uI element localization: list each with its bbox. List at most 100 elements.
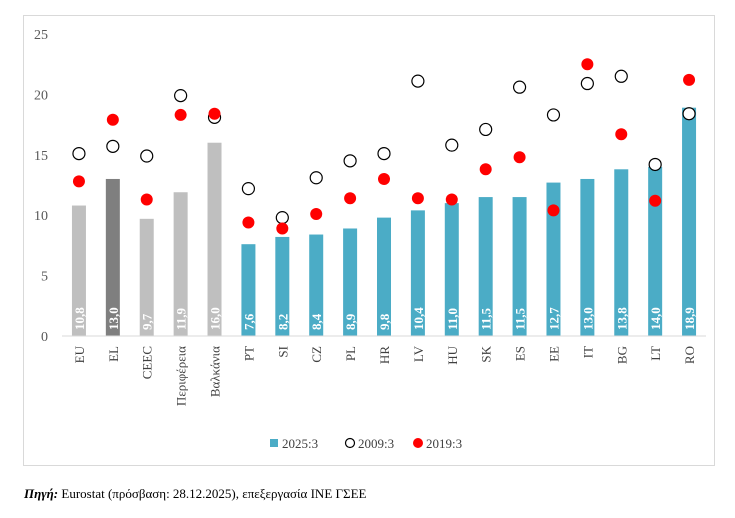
bar-Βαλκάνια (207, 142, 222, 336)
bar-LV (410, 210, 425, 336)
x-axis: EU EL CEEC Περιφέρεια Βαλκάνια PT SI CZ PL HR LV HU… (62, 335, 706, 406)
y-tick-label: 5 (41, 270, 48, 285)
bar-value-label: 11,0 (445, 308, 460, 330)
marker-2009-CZ (309, 171, 323, 185)
marker-2009-EU (72, 146, 86, 161)
marker-2019-ES (513, 151, 526, 164)
y-axis: 0 5 10 15 20 25 (34, 28, 48, 345)
bar-SK (478, 197, 493, 336)
marker-2019-HR (378, 172, 390, 185)
bars-layer: 10,8 13,0 9,7 11,9 16,0 7,6 8,2 8,4 8,9 9,8 10,4 11… (71, 107, 697, 336)
legend-label: 2019:3 (426, 436, 462, 451)
marker-2019-SI (276, 222, 289, 235)
x-tick-label: EE (546, 346, 561, 362)
x-tick-label: PT (241, 346, 256, 361)
marker-2009-IT (580, 76, 594, 91)
marker-2019-PL (344, 192, 357, 205)
bar-PL (343, 228, 358, 336)
marker-2009-RO (682, 107, 696, 121)
source-note: Πηγή: Eurostat (πρόσβαση: 28.12.2025), ε… (24, 486, 366, 502)
legend-swatch-2009 (344, 437, 356, 449)
x-tick-label: CEEC (140, 346, 155, 379)
marker-2009-LV (411, 74, 425, 88)
x-tick-label: SK (479, 345, 494, 362)
marker-2009-LT (648, 157, 662, 172)
bar-value-label: 11,9 (174, 307, 189, 330)
marker-2009-PL (343, 154, 357, 168)
marker-2009-EL (106, 139, 120, 153)
chart-frame (23, 15, 715, 466)
x-tick-label: ES (513, 346, 528, 361)
bar-value-label: 8,2 (275, 314, 290, 330)
x-tick-label: Περιφέρεια (174, 346, 189, 406)
x-tick-label: EL (106, 346, 121, 362)
bar-CEEC (139, 218, 154, 336)
bar-ES (512, 197, 527, 336)
marker-2009-ES (512, 80, 527, 94)
marker-2019-RO (683, 73, 696, 86)
y-tick-label: 0 (41, 330, 48, 345)
bar-PT (241, 244, 256, 336)
marker-2009-BG (614, 69, 628, 83)
marker-2019-LT (649, 194, 662, 207)
marker-2009-SK (479, 122, 493, 137)
bar-RO (682, 107, 697, 336)
legend-swatch-2025 (270, 439, 278, 447)
marker-2019-LV (411, 192, 424, 205)
bar-value-label: 10,8 (72, 307, 87, 330)
marker-2009-SI (275, 211, 289, 225)
marker-2009-CEEC (140, 149, 154, 163)
y-tick-label: 20 (34, 88, 48, 103)
marker-2019-BG (615, 128, 628, 141)
marker-2019-Βαλκάνια (208, 107, 221, 120)
bar-HR (377, 217, 391, 336)
x-tick-label: CZ (309, 346, 324, 363)
bar-value-label: 10,4 (411, 307, 426, 330)
marker-2019-CEEC (140, 193, 153, 206)
bar-value-label: 13,0 (580, 307, 595, 330)
x-tick-label: HR (377, 346, 392, 364)
bar-value-label: 8,9 (343, 313, 358, 330)
x-tick-label: EU (72, 345, 87, 363)
bar-IT (580, 178, 595, 336)
bar-value-label: 13,0 (106, 307, 121, 330)
marker-2009-HU (445, 138, 459, 152)
bar-value-label: 7,6 (241, 313, 256, 330)
x-tick-label: BG (614, 346, 629, 364)
bar-SI (275, 236, 290, 336)
source-label: Πηγή: (24, 486, 59, 501)
marker-2019-HU (445, 193, 458, 206)
bar-value-label: 9,8 (377, 313, 392, 330)
x-tick-label: IT (580, 346, 595, 358)
bar-LT (648, 166, 663, 336)
bar-value-label: 8,4 (309, 313, 324, 330)
bar-value-label: 12,7 (546, 307, 561, 330)
bar-Περιφέρεια (173, 192, 188, 336)
bar-CZ (309, 234, 324, 336)
marker-2009-Περιφέρεια (174, 89, 188, 103)
bar-value-label: 11,5 (513, 307, 528, 330)
x-tick-label: Βαλκάνια (208, 346, 223, 397)
marker-2019-CZ (310, 207, 323, 220)
legend-swatch-2019 (413, 438, 423, 448)
y-tick-label: 15 (34, 149, 48, 164)
marker-2019-EL (106, 113, 119, 126)
marker-2009-HR (377, 146, 391, 161)
y-tick-label: 25 (34, 28, 48, 43)
x-tick-label: LV (411, 345, 426, 362)
marker-2019-SK (479, 163, 492, 176)
marker-2009-EE (546, 108, 561, 122)
source-text: Eurostat (πρόσβαση: 28.12.2025), επεξεργ… (61, 486, 367, 501)
bar-EE (546, 182, 561, 336)
bar-value-label: 14,0 (648, 307, 663, 330)
x-tick-label: HU (445, 345, 460, 364)
bar-EL (105, 178, 120, 336)
x-tick-label: PL (343, 346, 358, 361)
x-tick-label: LT (648, 346, 663, 361)
y-tick-label: 10 (34, 209, 48, 224)
bar-EU (71, 205, 86, 336)
marker-2019-IT (581, 58, 594, 71)
legend-label: 2025:3 (282, 436, 318, 451)
bar-value-label: 11,5 (479, 307, 494, 330)
